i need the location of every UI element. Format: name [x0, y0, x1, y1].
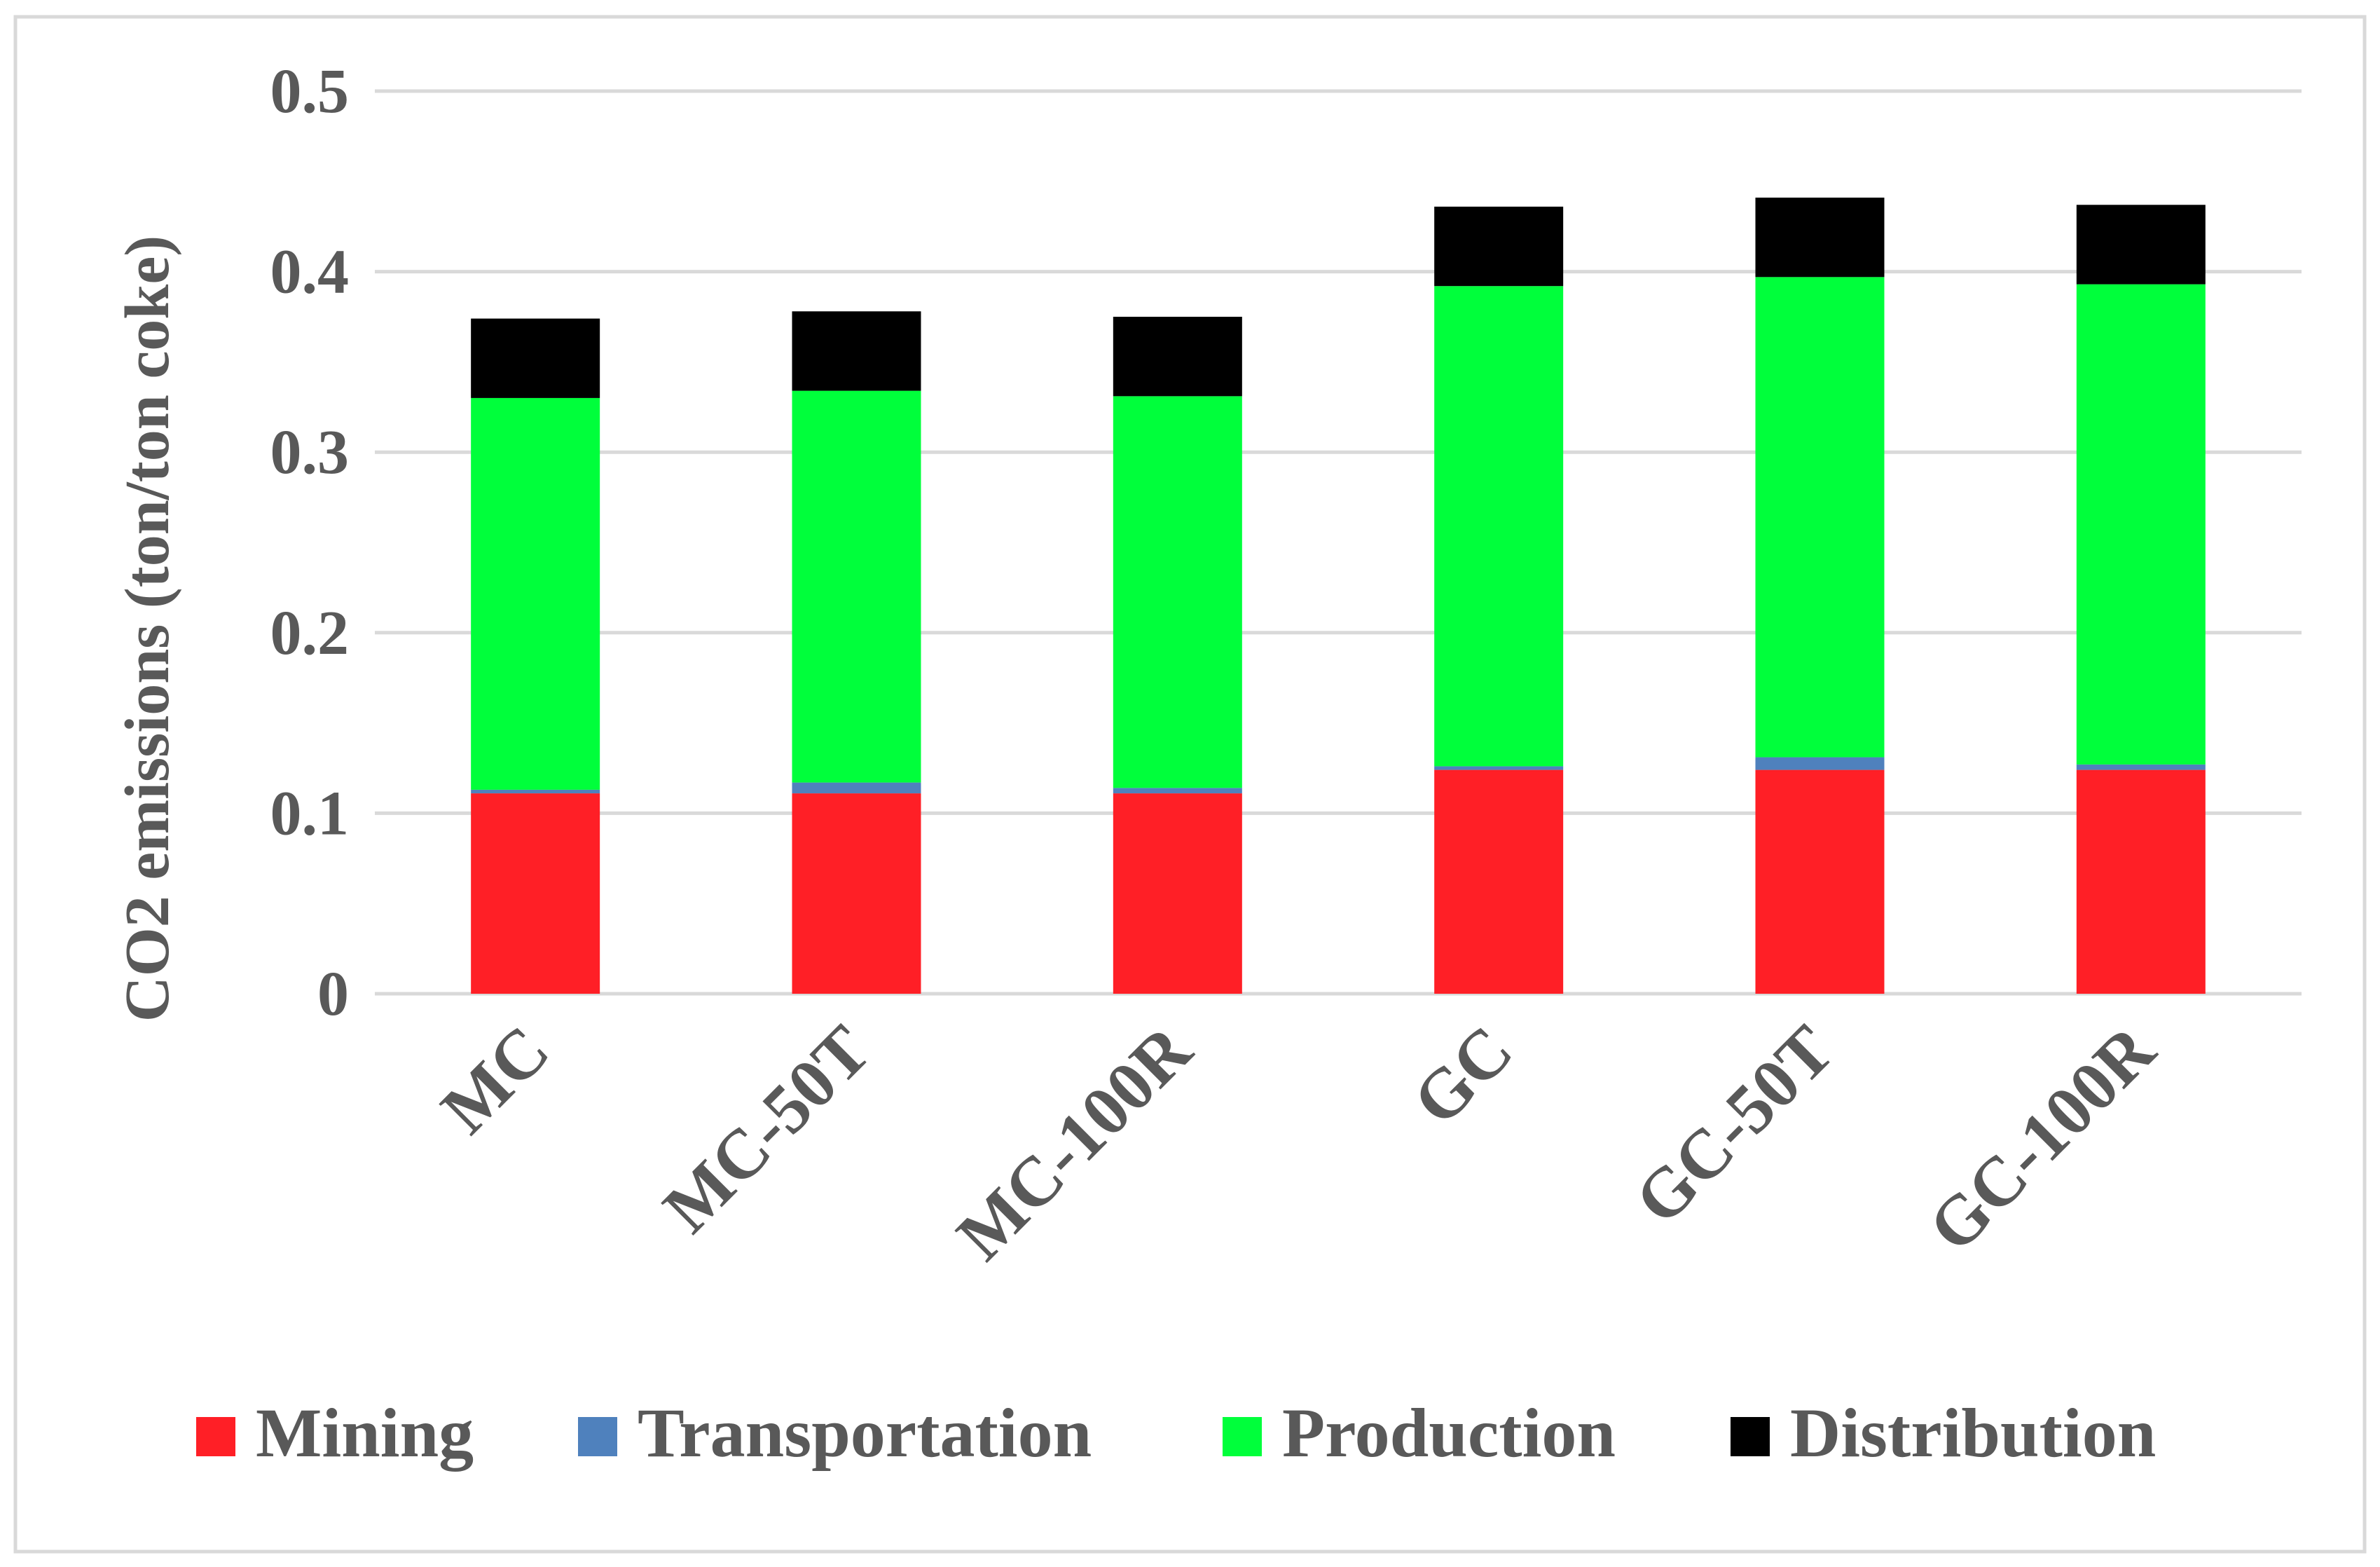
bar-segment-production: [471, 397, 600, 790]
bar-segment-production: [2076, 284, 2206, 765]
bar-segment-transportation: [1113, 788, 1242, 794]
bar-segment-mining: [471, 793, 600, 994]
bar-segment-transportation: [1434, 766, 1564, 770]
gridlines: [375, 89, 2302, 996]
y-tick-label: 0.4: [270, 238, 350, 307]
legend-swatch-mining: [196, 1417, 235, 1456]
bar-segment-distribution: [1434, 206, 1564, 287]
bar-segment-transportation: [792, 782, 921, 794]
y-tick-label: 0.1: [270, 779, 350, 848]
legend-swatch-distribution: [1731, 1417, 1770, 1456]
bar-segment-production: [1434, 286, 1564, 767]
y-axis-title: CO2 emissions (ton/ton coke): [113, 235, 182, 1022]
legend-label-mining: Mining: [256, 1394, 474, 1472]
bar-segment-transportation: [1755, 757, 1885, 770]
bar-segment-production: [1755, 277, 1885, 758]
bar-segment-distribution: [2076, 205, 2206, 285]
bar-segment-distribution: [1755, 197, 1885, 278]
y-axis-ticks: 0 0.1 0.2 0.3 0.4 0.5: [270, 57, 350, 1029]
y-tick-label: 0.5: [270, 57, 350, 126]
bars: [471, 197, 2206, 994]
bar-segment-production: [792, 390, 921, 783]
legend-swatch-production: [1223, 1417, 1262, 1456]
legend-label-transportation: Transportation: [638, 1394, 1092, 1472]
bar-segment-production: [1113, 396, 1242, 788]
bar-segment-mining: [1434, 769, 1564, 994]
bar-segment-distribution: [792, 311, 921, 391]
y-tick-label: 0: [317, 959, 349, 1029]
bar-segment-distribution: [1113, 317, 1242, 397]
legend-label-production: Production: [1282, 1394, 1616, 1472]
y-tick-label: 0.3: [270, 418, 350, 487]
bar-segment-mining: [1755, 769, 1885, 994]
bar-segment-mining: [792, 793, 921, 994]
legend-swatch-transportation: [578, 1417, 617, 1456]
bar-segment-transportation: [2076, 764, 2206, 770]
legend-label-distribution: Distribution: [1790, 1394, 2156, 1472]
bar-segment-mining: [2076, 769, 2206, 994]
bar-segment-transportation: [471, 789, 600, 794]
y-tick-label: 0.2: [270, 598, 350, 668]
bar-segment-distribution: [471, 318, 600, 398]
bar-segment-mining: [1113, 793, 1242, 994]
legend: Mining Transportation Production Distributi…: [196, 1394, 2156, 1472]
